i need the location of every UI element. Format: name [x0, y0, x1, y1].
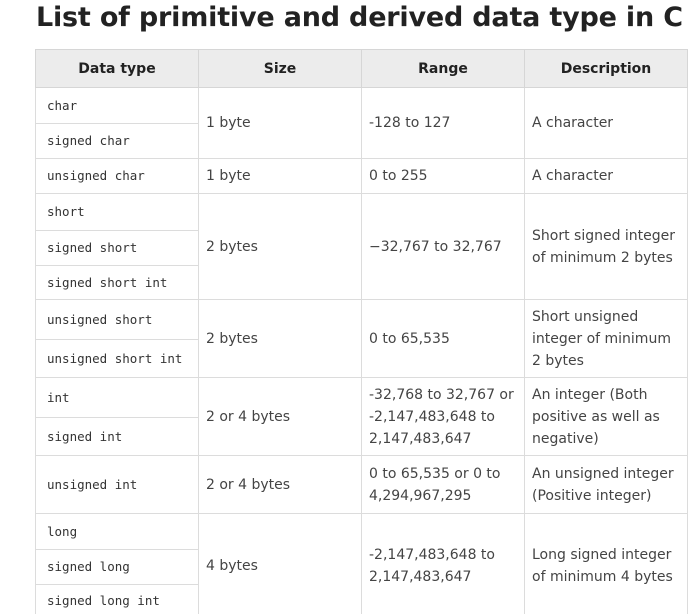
size-cell: 1 byte: [198, 158, 362, 194]
type-name: signed long: [36, 549, 198, 584]
range-cell: -32,768 to 32,767 or -2,147,483,648 to 2…: [361, 377, 525, 456]
type-name: signed long int: [36, 584, 198, 614]
type-name: signed short: [36, 230, 198, 265]
type-name: signed char: [36, 123, 198, 158]
header-data-type: Data type: [35, 49, 199, 88]
description-cell: A character: [524, 87, 688, 159]
range-cell: -2,147,483,648 to 2,147,483,647: [361, 513, 525, 614]
range-cell: 0 to 65,535 or 0 to 4,294,967,295: [361, 455, 525, 514]
description-cell: Short signed integer of minimum 2 bytes: [524, 193, 688, 300]
type-name: char: [47, 97, 78, 113]
table-row: unsigned char 1 byte 0 to 255 A characte…: [35, 158, 688, 194]
type-name: long: [47, 523, 78, 539]
size-cell: 1 byte: [198, 87, 362, 159]
table-row: unsigned short unsigned short int 2 byte…: [35, 299, 688, 378]
size-cell: 4 bytes: [198, 513, 362, 614]
description-cell: An unsigned integer (Positive integer): [524, 455, 688, 514]
table-row: char signed char 1 byte -128 to 127 A ch…: [35, 87, 688, 159]
size-cell: 2 bytes: [198, 193, 362, 300]
data-type-table: Data type Size Range Description char si…: [35, 49, 688, 614]
type-name: short: [47, 204, 85, 219]
type-cell: char signed char: [35, 87, 199, 159]
table-row: unsigned int 2 or 4 bytes 0 to 65,535 or…: [35, 455, 688, 514]
type-name: unsigned int: [47, 476, 138, 492]
type-cell: unsigned char: [35, 158, 199, 194]
table-row: int signed int 2 or 4 bytes -32,768 to 3…: [35, 377, 688, 456]
type-cell: unsigned int: [35, 455, 199, 514]
size-cell: 2 or 4 bytes: [198, 377, 362, 456]
page-title: List of primitive and derived data type …: [36, 2, 683, 33]
type-name: unsigned short: [47, 311, 153, 327]
header-range: Range: [361, 49, 525, 88]
description-cell: An integer (Both positive as well as neg…: [524, 377, 688, 456]
range-cell: 0 to 255: [361, 158, 525, 194]
table-row: short signed short signed short int 2 by…: [35, 193, 688, 300]
type-name: unsigned char: [47, 168, 145, 183]
type-cell: unsigned short unsigned short int: [35, 299, 199, 378]
type-name: signed short int: [36, 265, 198, 299]
range-cell: −32,767 to 32,767: [361, 193, 525, 300]
range-cell: -128 to 127: [361, 87, 525, 159]
size-cell: 2 bytes: [198, 299, 362, 378]
range-cell: 0 to 65,535: [361, 299, 525, 378]
type-cell: long signed long signed long int: [35, 513, 199, 614]
type-name: int: [47, 389, 70, 405]
header-description: Description: [524, 49, 688, 88]
size-cell: 2 or 4 bytes: [198, 455, 362, 514]
type-cell: int signed int: [35, 377, 199, 456]
description-cell: Short unsigned integer of minimum 2 byte…: [524, 299, 688, 378]
type-name: unsigned short int: [36, 339, 198, 377]
description-cell: A character: [524, 158, 688, 194]
description-cell: Long signed integer of minimum 4 bytes: [524, 513, 688, 614]
type-cell: short signed short signed short int: [35, 193, 199, 300]
header-size: Size: [198, 49, 362, 88]
table-row: long signed long signed long int 4 bytes…: [35, 513, 688, 614]
table-header-row: Data type Size Range Description: [35, 49, 688, 88]
type-name: signed int: [36, 417, 198, 455]
